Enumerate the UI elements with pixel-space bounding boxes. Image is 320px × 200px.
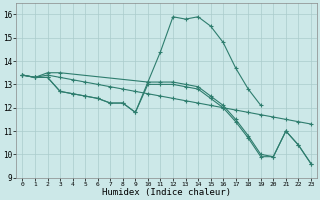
X-axis label: Humidex (Indice chaleur): Humidex (Indice chaleur) <box>102 188 231 197</box>
